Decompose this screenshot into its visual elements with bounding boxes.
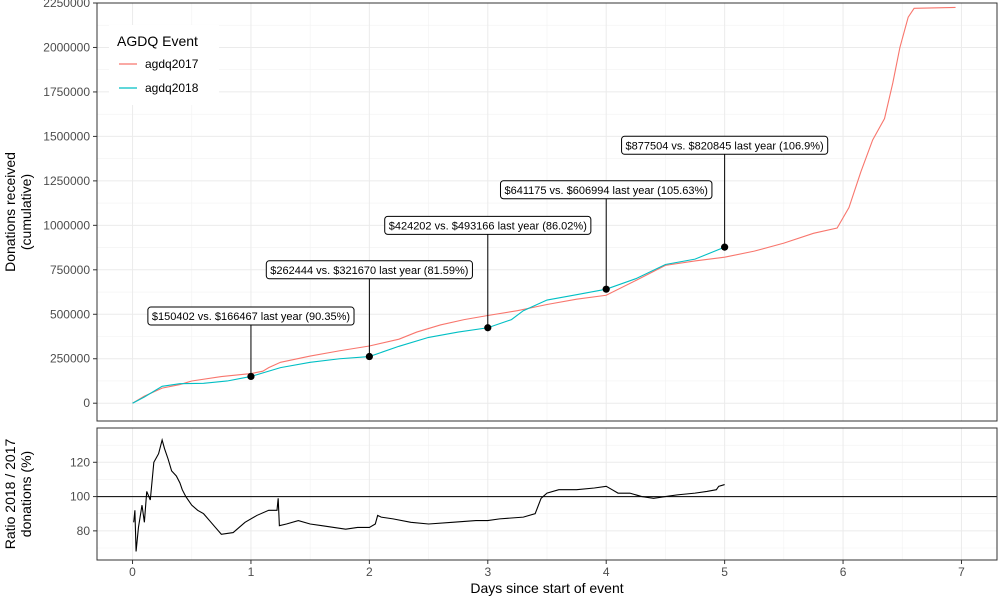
- top-y-axis-title-line-1: Donations received: [2, 152, 18, 272]
- top-y-axis-title-line-2: (cumulative): [18, 174, 34, 250]
- y-tick-label: 1000000: [43, 218, 90, 232]
- x-tick-label: 3: [484, 565, 491, 579]
- legend-label-agdq2017: agdq2017: [145, 57, 199, 71]
- x-tick-labels: 0 1 2 3 4 5 6 7: [129, 560, 965, 579]
- annotation-point-5: [721, 243, 729, 251]
- y-tick-label: 1500000: [43, 129, 90, 143]
- series-line-ratio: [133, 437, 725, 552]
- x-tick-label: 5: [721, 565, 728, 579]
- bottom-panel: 80 100 120 0 1 2 3 4 5 6 7 Ratio 2018 / 2017 dona…: [2, 427, 998, 596]
- x-tick-label: 1: [248, 565, 255, 579]
- bottom-panel-series: [133, 437, 725, 552]
- bottom-y-tick-labels: 80 100 120: [70, 455, 97, 538]
- annotation-box-2: [265, 260, 473, 280]
- annotation-box-4: [499, 180, 713, 200]
- legend-entries: agdq2017 agdq2018: [119, 57, 199, 95]
- annotation-label-3: $424202 vs. $493166 last year (86.02%): [389, 220, 587, 232]
- annotation-point-4: [602, 285, 610, 293]
- bottom-y-axis-title-line-2: donations (%): [18, 451, 34, 537]
- top-panel-border: [96, 2, 998, 422]
- legend: AGDQ Event agdq2017 agdq2018: [109, 25, 219, 105]
- y-tick-label: 2000000: [43, 40, 90, 54]
- legend-label-agdq2018: agdq2018: [145, 81, 199, 95]
- annotation-label-2: $262444 vs. $321670 last year (81.59%): [270, 265, 468, 277]
- x-tick-label: 7: [958, 565, 965, 579]
- annotation-box-3: [384, 215, 592, 235]
- x-axis-title: Days since start of event: [470, 580, 623, 596]
- legend-background: [109, 25, 219, 105]
- y-tick-label: 500000: [50, 307, 90, 321]
- bottom-y-axis-title-line-1: Ratio 2018 / 2017: [2, 439, 18, 550]
- annotation-box-5: [621, 135, 829, 155]
- y-tick-label: 100: [70, 490, 90, 504]
- x-tick-label: 0: [129, 565, 136, 579]
- bottom-panel-border: [96, 427, 998, 561]
- top-panel: $150402 vs. $166467 last year (90.35%) $2…: [2, 0, 998, 422]
- top-panel-series: [132, 6, 956, 404]
- top-panel-annotations: $150402 vs. $166467 last year (90.35%) $2…: [147, 135, 829, 381]
- y-tick-label: 2250000: [43, 0, 90, 10]
- y-tick-label: 250000: [50, 352, 90, 366]
- annotation-point-2: [365, 352, 373, 361]
- series-line-agdq2017: [132, 6, 956, 404]
- annotation-box-1: [147, 306, 355, 326]
- annotation-label-1: $150402 vs. $166467 last year (90.35%): [152, 311, 350, 323]
- x-tick-label: 2: [366, 565, 373, 579]
- annotation-point-3: [484, 324, 492, 332]
- y-tick-label: 1250000: [43, 174, 90, 188]
- y-tick-label: 120: [70, 455, 90, 469]
- x-tick-label: 6: [840, 565, 847, 579]
- y-tick-label: 0: [83, 396, 90, 410]
- series-line-agdq2018: [132, 246, 725, 404]
- y-tick-label: 750000: [50, 263, 90, 277]
- y-tick-label: 1750000: [43, 85, 90, 99]
- x-tick-label: 4: [603, 565, 610, 579]
- annotation-point-1: [247, 372, 255, 381]
- annotation-label-5: $877504 vs. $820845 last year (106.9%): [626, 140, 824, 152]
- y-tick-label: 80: [77, 524, 91, 538]
- top-y-tick-labels: 0 250000 500000 750000 1000000 1250000 1500000…: [43, 0, 97, 410]
- legend-title: AGDQ Event: [117, 33, 198, 49]
- annotation-label-4: $641175 vs. $606994 last year (105.63%): [504, 185, 707, 197]
